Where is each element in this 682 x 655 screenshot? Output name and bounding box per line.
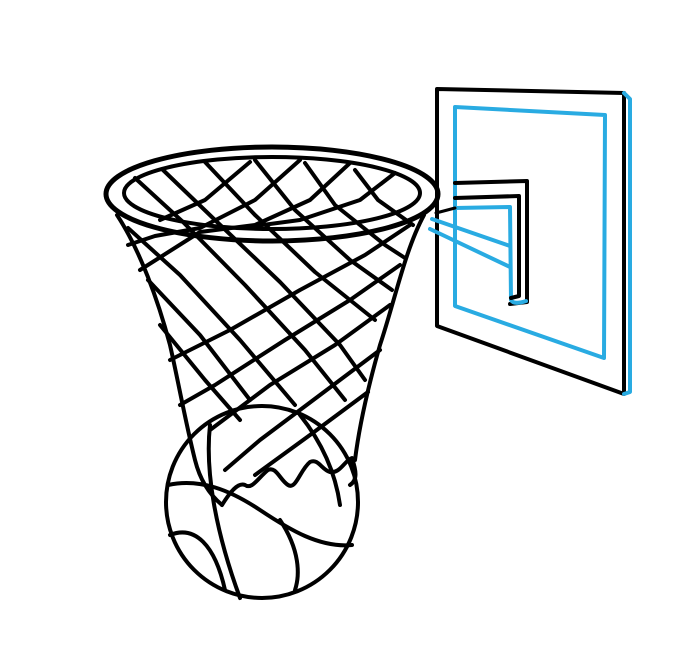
hoop-bracket [428,206,512,269]
net-strand [138,161,352,272]
ball-seam-right-curve [278,518,300,592]
net-strand [133,176,347,402]
net-strand [158,160,252,222]
net-strand [253,390,370,477]
ball-seam-vertical [206,423,242,600]
net-strand [238,171,397,230]
target-square-inner-dark [453,194,521,300]
rim-outer [103,144,441,244]
backboard-outline [435,87,626,396]
net-strand [168,223,412,362]
ball-seam-top-curve [298,413,342,507]
net-strand [126,226,297,407]
backboard-blue-inner-frame [453,105,607,360]
backboard [435,87,632,396]
bracket-arm-lower [428,227,512,269]
ball-seam-horizontal [166,481,354,548]
net-bottom-edge [220,456,358,507]
net-strand [126,158,302,247]
net-strand [178,263,402,407]
net-strand [203,160,377,322]
ball-outline [164,404,360,600]
bracket-arm-upper-edge [434,206,457,215]
net-strand [146,278,252,402]
rim-inner [122,155,422,231]
basketball [164,404,360,600]
net-strand [303,161,407,260]
bracket-arm-upper [430,217,512,248]
backboard-blue-edge [622,91,632,396]
backboard-target-square [453,179,529,306]
net-right-side [353,213,426,462]
net-strand [158,323,242,422]
ball-seam-left-curve [168,530,227,592]
hoop-rim [103,144,441,244]
net [115,158,426,507]
net-strand [253,158,394,292]
net-strand [223,348,382,472]
net-strand [353,168,415,227]
target-square-inner-blue [453,205,528,305]
